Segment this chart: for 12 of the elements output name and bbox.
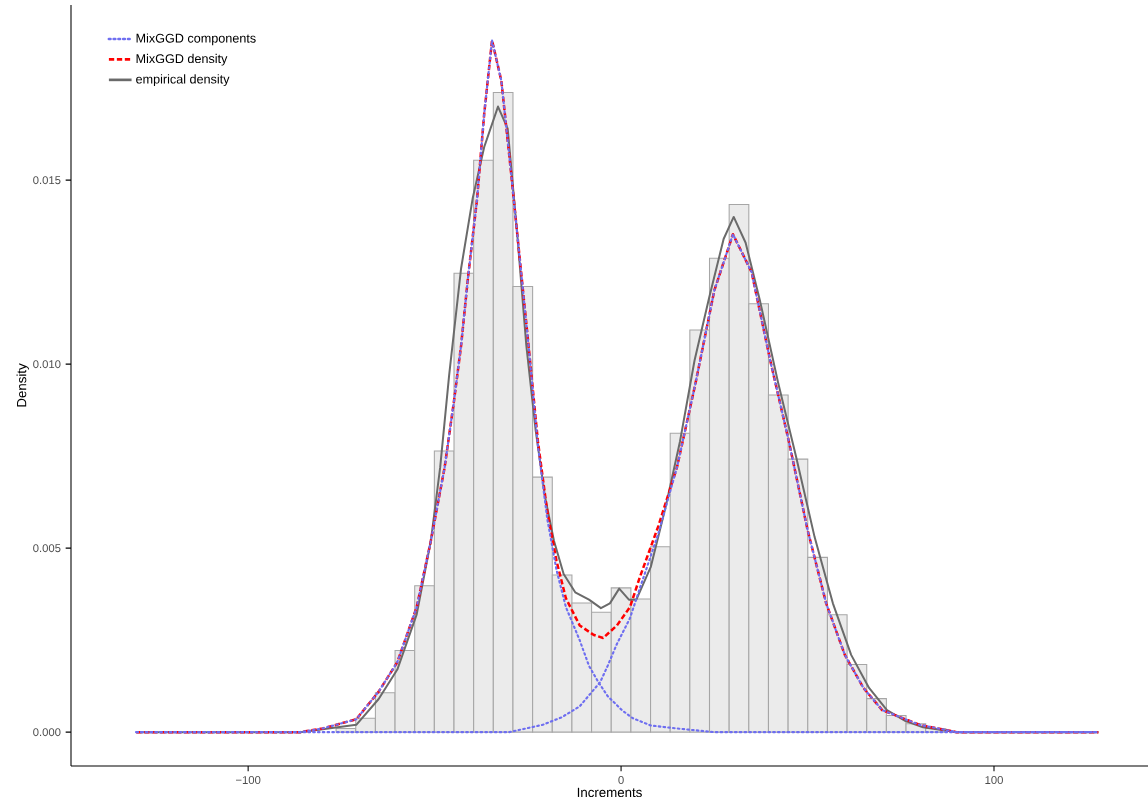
x-axis-title: Increments [577, 787, 642, 798]
x-tick-label: −100 [235, 776, 261, 785]
y-tick-label: 0.015 [33, 176, 61, 185]
x-tick-label: 0 [618, 776, 624, 785]
y-tick-label: 0.010 [33, 360, 61, 369]
y-tick-label: 0.005 [33, 544, 61, 553]
legend-label: MixGGD density [136, 53, 228, 66]
x-tick-label: 100 [985, 776, 1003, 785]
y-tick-label: 0.000 [33, 728, 61, 737]
y-axis-title: Density [16, 363, 29, 407]
legend-label: MixGGD components [136, 33, 256, 46]
legend-label: empirical density [136, 74, 230, 87]
